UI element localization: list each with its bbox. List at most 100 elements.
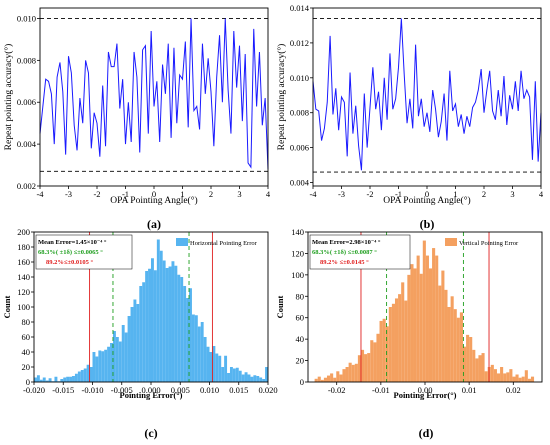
histogram-bar <box>364 354 368 382</box>
histogram-bar <box>168 266 172 382</box>
histogram-bar <box>227 373 230 382</box>
histogram-bar <box>80 370 84 382</box>
histogram-bar <box>69 376 73 382</box>
chart-panel-2: -4 -3 -2 -1 0 1 2 3 4 0.004 0.006 0.008 0.010 0.012 0.… <box>276 3 544 231</box>
y-tick-label: 0.008 <box>17 55 36 65</box>
histogram-bar <box>72 376 75 382</box>
histogram-bar <box>224 355 228 382</box>
histogram-bar <box>493 369 497 382</box>
histogram-bar <box>428 268 433 382</box>
histogram-bar <box>212 346 216 382</box>
histogram-bar <box>472 349 476 382</box>
annotation-line-2: 68.3%( ±1δ) ≤±0.0065 ° <box>38 249 103 256</box>
histogram-bar <box>218 355 222 382</box>
y-tick-label: 20 <box>296 356 305 366</box>
histogram-bar <box>151 258 154 382</box>
histogram-bar <box>453 309 457 382</box>
x-tick-label: 0.020 <box>258 385 277 395</box>
histogram-bar <box>398 294 402 382</box>
histogram-bar <box>39 379 43 382</box>
histogram-bar <box>238 370 242 382</box>
histogram-bar <box>490 364 494 382</box>
histogram-bar <box>191 314 195 382</box>
x-axis-label: Pointing Error(°) <box>120 390 183 400</box>
histogram-bar <box>530 376 535 382</box>
y-tick-label: 40 <box>296 334 305 344</box>
plot-frame <box>312 7 542 187</box>
histogram-bar <box>425 255 429 382</box>
histogram-bar <box>509 369 513 382</box>
histogram-bar <box>345 367 349 382</box>
x-axis-label: OPA Pointing Angle(°) <box>110 195 197 206</box>
x-tick-label: 2 <box>482 189 486 199</box>
x-tick-label: -0.015 <box>52 385 74 395</box>
histogram-bar <box>469 337 473 382</box>
annotation-box <box>309 234 411 270</box>
histogram-bar <box>77 371 81 382</box>
histogram-bar <box>506 372 510 382</box>
histogram-bar <box>410 264 414 382</box>
series-line <box>312 18 542 171</box>
histogram-bar <box>323 377 327 382</box>
histogram-bar <box>247 374 251 382</box>
x-tick-label: -0.005 <box>111 385 133 395</box>
histogram-bar <box>156 239 160 382</box>
x-tick-label: 0.010 <box>200 385 219 395</box>
histogram-bar <box>183 286 187 382</box>
histogram-bar <box>527 378 531 382</box>
histogram-bar <box>326 375 331 382</box>
histogram-bar <box>512 376 516 382</box>
histogram-bar <box>189 288 192 382</box>
y-tick-label: 60 <box>22 332 31 342</box>
histogram-bar <box>515 374 519 382</box>
x-tick-label: 3 <box>510 189 514 199</box>
y-tick-label: 120 <box>17 287 30 297</box>
histogram-bar <box>74 373 78 382</box>
chart-panel-1: -4 -3 -2 -1 0 1 2 3 4 0.002 0.004 0.006 0.008 0.010 OP… <box>3 7 271 231</box>
x-tick-label: -3 <box>338 189 345 199</box>
histogram-bar <box>456 317 460 382</box>
histogram-bar <box>203 337 207 382</box>
annotation-line-3: 89.2% ≤±0.0145 ° <box>320 259 369 266</box>
y-tick-label: 0.006 <box>17 97 36 107</box>
histogram-bar <box>462 346 467 382</box>
histogram-bar <box>142 282 146 382</box>
histogram-bar <box>385 326 389 382</box>
y-tick-label: 80 <box>296 291 305 301</box>
histogram-bar <box>496 373 501 382</box>
histogram-bar <box>354 363 358 382</box>
histogram-bar <box>432 248 436 382</box>
histogram-bar <box>235 367 239 382</box>
histogram-bar <box>162 260 166 382</box>
histogram-bar <box>180 277 184 382</box>
x-axis-label: Pointing Error(°) <box>394 390 457 400</box>
x-tick-label: 2 <box>209 189 213 199</box>
histogram-bar <box>244 372 248 382</box>
annotation-line-1: Mean Error=2.98×10⁻⁴ ° <box>312 239 381 246</box>
y-tick-label: 200 <box>17 227 30 237</box>
legend-label: Vertical Pointing Error <box>459 240 519 247</box>
histogram-bar <box>413 268 417 382</box>
histogram-bar <box>339 374 343 382</box>
y-tick-label: 140 <box>291 227 304 237</box>
histogram-bar <box>314 378 318 382</box>
histogram-bar <box>124 332 128 382</box>
histogram-bar <box>360 349 365 382</box>
histogram-bar <box>186 298 190 382</box>
x-tick-label: -2 <box>93 189 100 199</box>
annotation-line-1: Mean Error=1.45×10⁻⁴ ° <box>38 239 107 246</box>
histogram-bar <box>253 375 257 382</box>
panel-label: (b) <box>420 217 435 231</box>
histogram-bar <box>444 289 448 382</box>
y-tick-label: 0.006 <box>290 143 309 153</box>
histogram-bar <box>459 312 463 382</box>
panel-label: (a) <box>147 217 161 231</box>
x-tick-label: -0.010 <box>82 385 104 395</box>
y-tick-label: 0.002 <box>17 181 36 191</box>
histogram-bar <box>416 255 420 382</box>
histogram-bar <box>232 368 236 382</box>
histogram-bar <box>404 300 408 382</box>
histogram-bar <box>60 379 64 382</box>
y-tick-label: 100 <box>291 270 304 280</box>
